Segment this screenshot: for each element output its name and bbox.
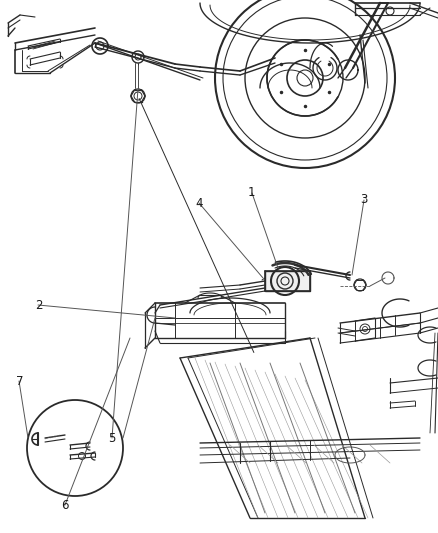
Text: 5: 5 (108, 432, 115, 445)
Text: 2: 2 (35, 299, 42, 312)
Text: 3: 3 (360, 193, 367, 206)
Text: 7: 7 (15, 375, 23, 387)
Polygon shape (265, 271, 310, 291)
Text: 4: 4 (195, 197, 203, 210)
Text: 6: 6 (61, 499, 69, 512)
Text: 1: 1 (248, 187, 256, 199)
